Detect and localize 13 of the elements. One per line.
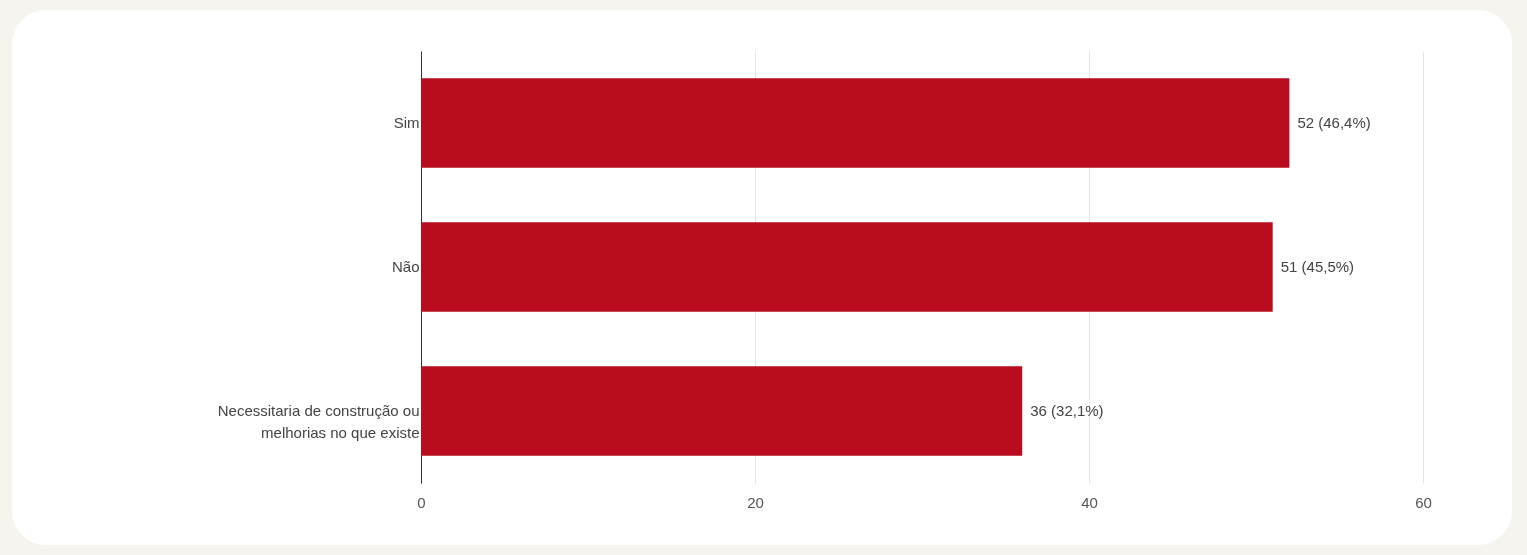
x-tick-label: 20: [747, 493, 764, 511]
y-tick-label: Sim: [393, 114, 420, 131]
bar: [421, 366, 1023, 456]
y-tick-label: Necessitaria de construção ou melhorias no que existe: [217, 402, 420, 441]
data-label: 51 (45,5%): [1280, 258, 1355, 275]
data-label: 52 (46,4%): [1297, 114, 1371, 131]
x-tick-label: 40: [1081, 493, 1098, 511]
bar: [421, 222, 1273, 312]
data-label: 36 (32,1%): [1030, 402, 1104, 419]
bar: [421, 78, 1290, 168]
y-tick-label: Não: [391, 258, 420, 275]
x-tick-label: 0: [417, 493, 426, 511]
x-tick-label: 60: [1415, 493, 1432, 511]
